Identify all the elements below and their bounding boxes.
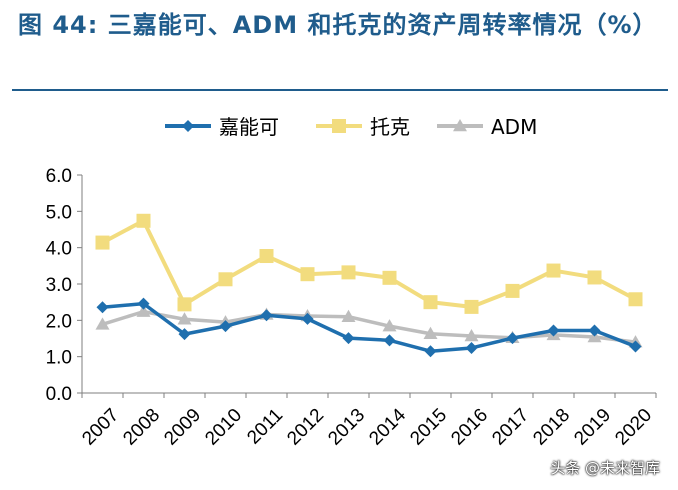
x-tick-label: 2018 <box>529 405 574 450</box>
data-point <box>506 332 519 345</box>
data-point <box>341 265 356 280</box>
legend-item-1: 托克 <box>316 115 410 139</box>
x-tick-label: 2009 <box>160 405 205 450</box>
data-point <box>219 320 232 333</box>
y-tick-label: 5.0 <box>46 202 72 223</box>
watermark: 头条 @未来智库 <box>550 459 660 477</box>
x-tick-label: 2016 <box>447 405 492 450</box>
y-tick-label: 4.0 <box>46 239 72 260</box>
x-tick-label: 2007 <box>78 405 123 450</box>
y-tick-label: 1.0 <box>46 348 72 369</box>
x-tick-label: 2010 <box>201 405 246 450</box>
x-tick-label: 2008 <box>119 405 164 450</box>
data-point <box>95 317 110 330</box>
x-tick-label: 2019 <box>570 405 615 450</box>
legend: 嘉能可 托克 ADM <box>165 115 537 139</box>
data-point <box>424 345 437 358</box>
x-tick-label: 2015 <box>406 405 451 450</box>
series-1 <box>95 213 643 314</box>
data-point <box>300 267 315 282</box>
data-point <box>177 297 192 312</box>
legend-label: ADM <box>491 115 537 139</box>
x-tick-label: 2017 <box>488 405 533 450</box>
legend-label: 嘉能可 <box>219 115 279 139</box>
legend-marker <box>182 120 194 132</box>
data-point <box>137 297 150 310</box>
data-point <box>301 312 314 325</box>
data-point <box>342 332 355 345</box>
data-point <box>587 270 602 285</box>
data-point <box>136 213 151 228</box>
data-point <box>464 299 479 314</box>
chart-series <box>95 213 643 358</box>
series-0 <box>96 297 642 358</box>
data-point <box>177 312 192 325</box>
data-point <box>382 270 397 285</box>
data-point <box>218 272 233 287</box>
data-point <box>588 324 601 337</box>
data-point <box>629 340 642 353</box>
data-point <box>95 235 110 250</box>
y-tick-label: 2.0 <box>46 311 72 332</box>
y-tick-label: 6.0 <box>46 166 72 187</box>
y-tick-label: 0.0 <box>46 384 72 405</box>
legend-marker <box>332 119 346 133</box>
data-point <box>505 283 520 298</box>
data-point <box>96 301 109 314</box>
data-point <box>382 319 397 332</box>
data-point <box>383 334 396 347</box>
data-point <box>546 263 561 278</box>
title-divider <box>12 89 668 91</box>
data-point <box>260 309 273 322</box>
legend-item-2: ADM <box>437 115 537 139</box>
data-point <box>465 341 478 354</box>
legend-item-0: 嘉能可 <box>165 115 279 139</box>
data-point <box>464 328 479 342</box>
y-tick-label: 3.0 <box>46 275 72 296</box>
data-point <box>423 295 438 310</box>
chart-title: 图 44: 三嘉能可、ADM 和托克的资产周转率情况（%） <box>18 11 658 39</box>
legend-marker <box>453 119 467 132</box>
x-tick-label: 2020 <box>611 405 656 450</box>
data-point <box>628 292 643 307</box>
data-point <box>136 304 151 317</box>
x-tick-label: 2012 <box>283 405 328 450</box>
chart-axes: 0.01.02.03.04.05.06.02007200820092010201… <box>46 166 657 449</box>
data-point <box>423 326 438 340</box>
data-point <box>178 328 191 341</box>
data-point <box>259 249 274 264</box>
data-point <box>341 309 356 322</box>
x-tick-label: 2013 <box>324 405 369 450</box>
data-point <box>547 324 560 337</box>
series-line-0 <box>102 301 637 353</box>
legend-label: 托克 <box>370 115 410 139</box>
series-line-2 <box>101 309 636 344</box>
x-tick-label: 2011 <box>243 405 287 449</box>
x-tick-label: 2014 <box>365 404 410 449</box>
